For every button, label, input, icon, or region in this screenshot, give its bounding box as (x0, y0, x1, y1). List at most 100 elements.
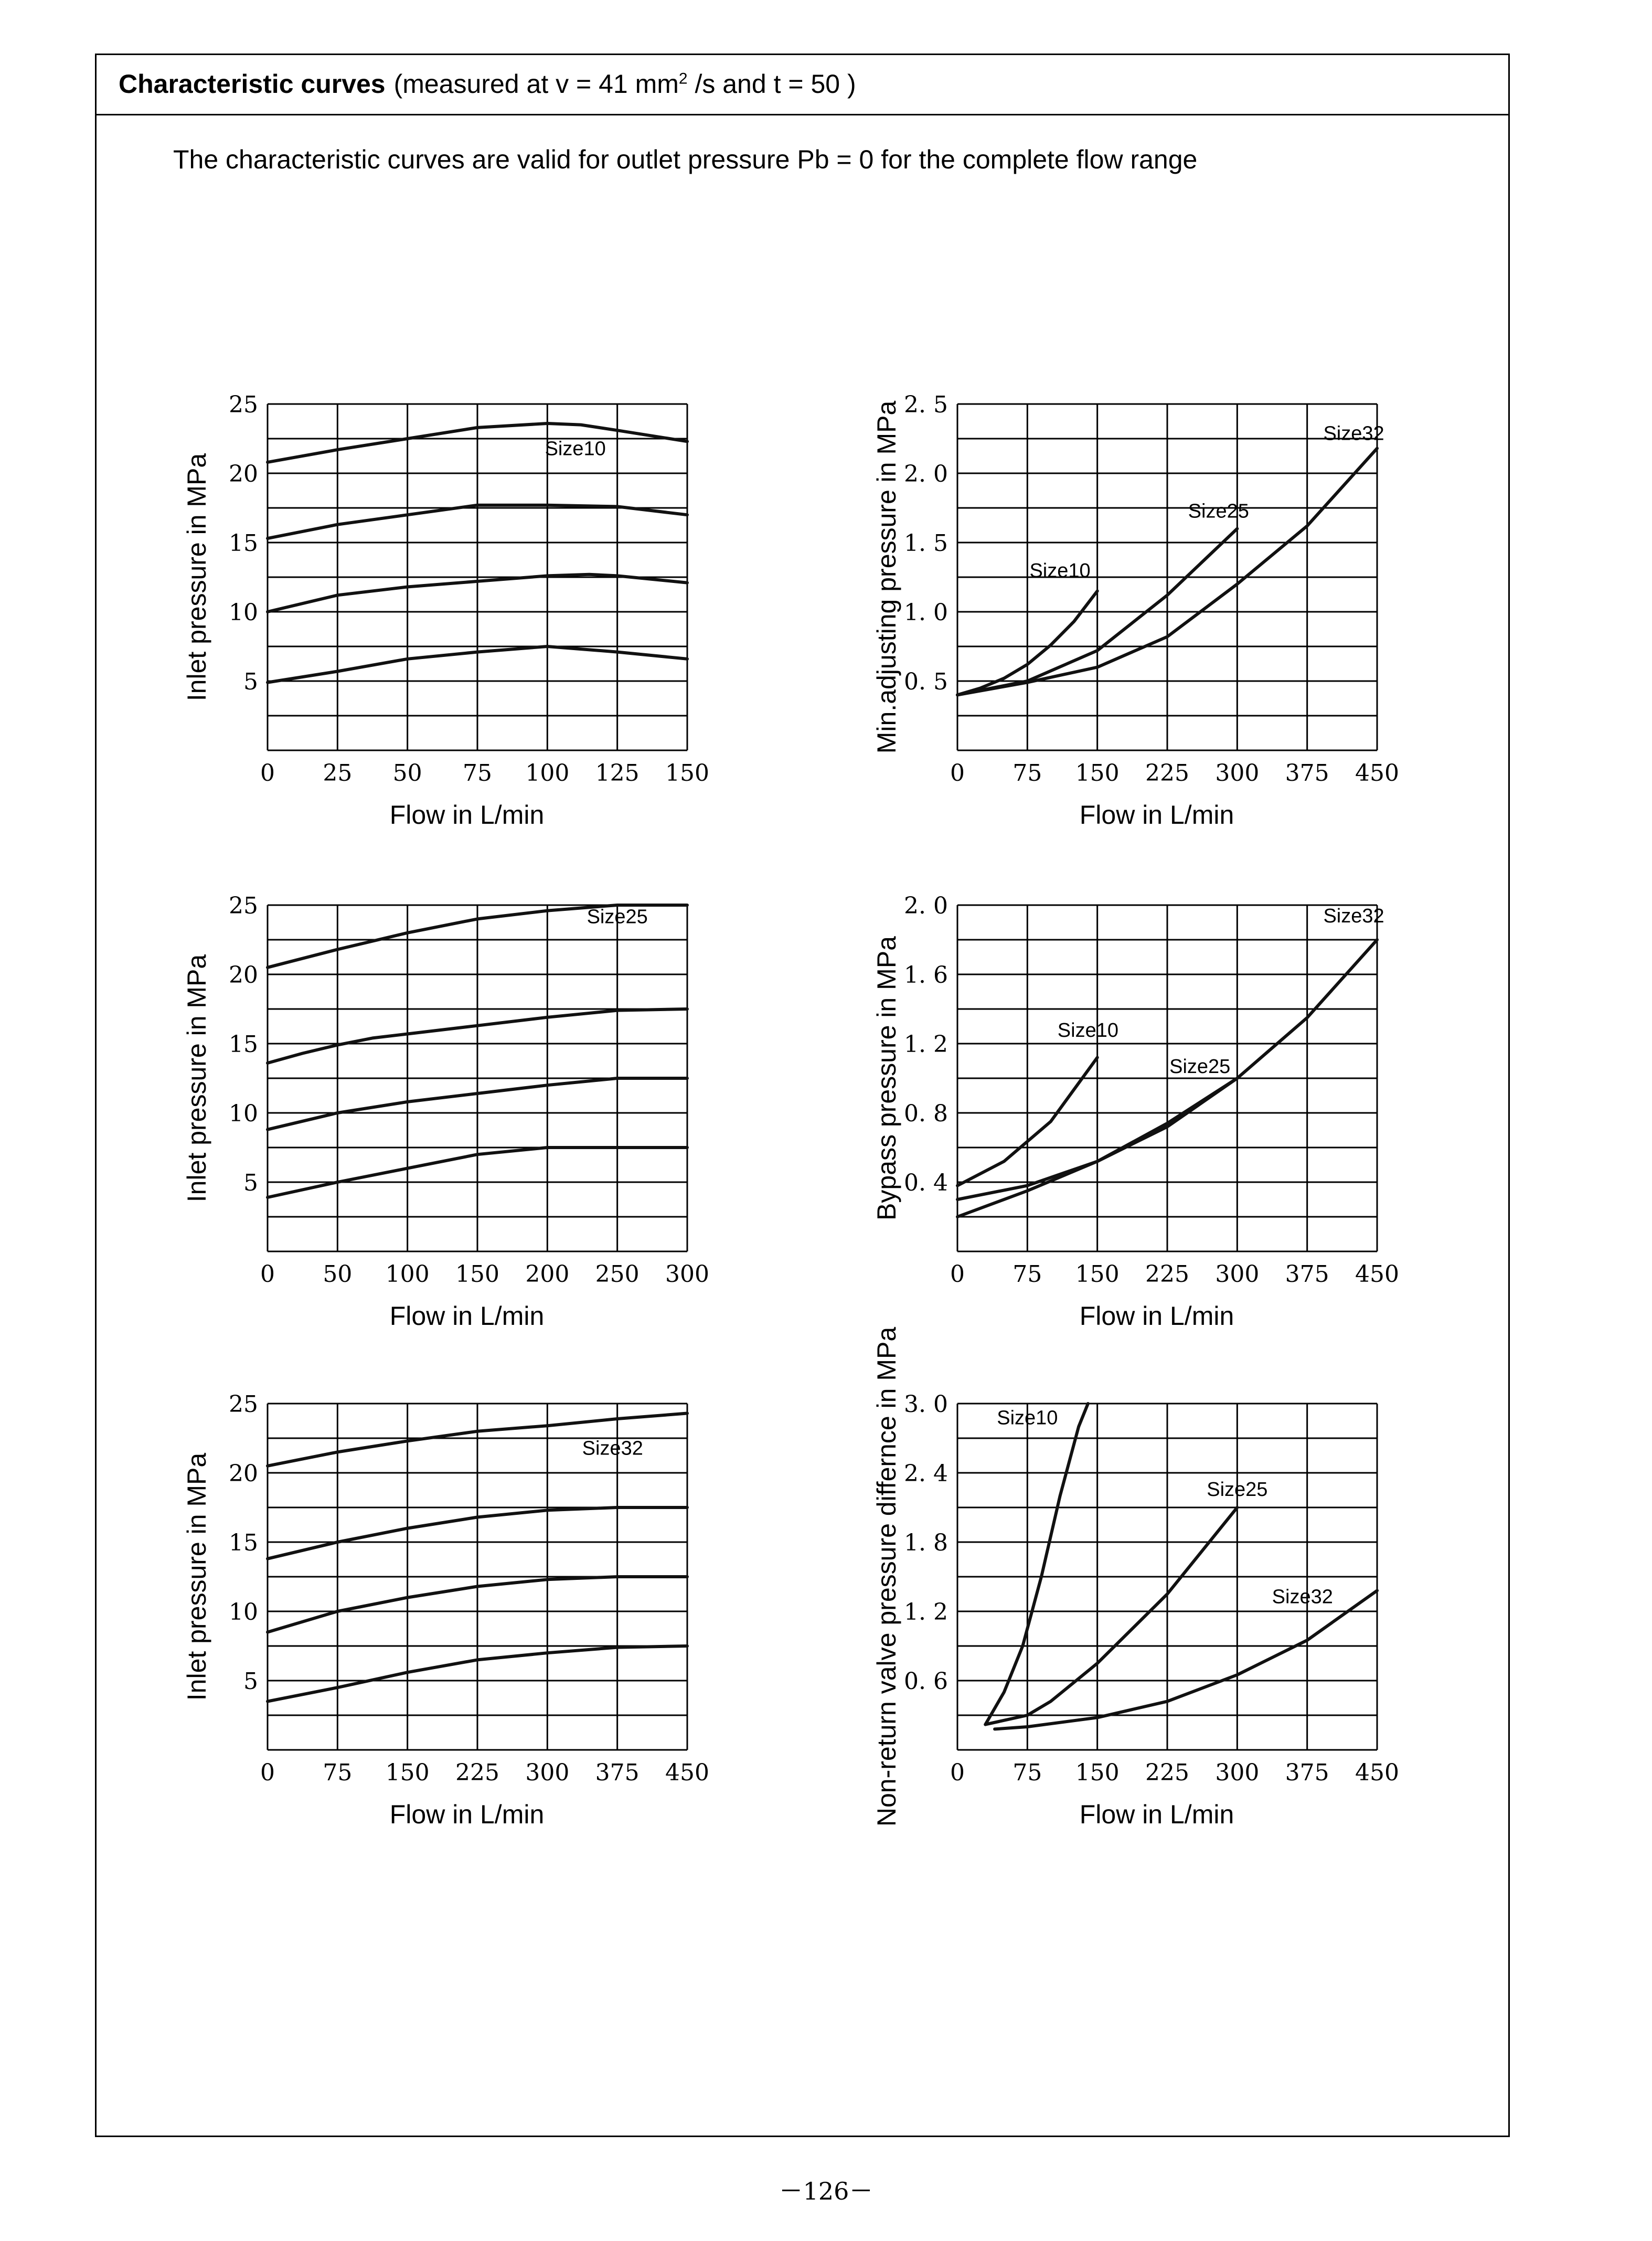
y-tick-label: 0. 4 (904, 1170, 948, 1196)
x-axis-label: Flow in L/min (1080, 1301, 1234, 1331)
chart-svg: 0 75 150 225 300 375 450 0. 5 1. 0 1. 5 2. 0 2. 5Mi… (872, 391, 1399, 830)
chart-inlet-pressure-size10: 0 25 50 75 100 125 150 5 10 15 20 25 Inlet pressure … (178, 388, 860, 881)
x-tick-label: 450 (1355, 1261, 1399, 1288)
y-tick-label: 5 (243, 1668, 258, 1695)
page-number: －126－ (779, 2177, 873, 2205)
y-tick-label: 2. 0 (904, 461, 948, 487)
series-line-curve-1 (266, 904, 689, 969)
x-tick-label: 75 (1012, 1759, 1042, 1786)
y-axis-label: Inlet pressure in MPa (182, 954, 211, 1203)
y-tick-label: 0. 6 (904, 1668, 948, 1695)
x-tick-label: 300 (665, 1261, 709, 1288)
series-line-curve-4 (266, 1644, 689, 1703)
y-axis-label: Inlet pressure in MPa (182, 453, 211, 702)
x-tick-label: 25 (323, 760, 352, 787)
chart-svg: 0 75 150 225 300 375 450 0. 4 0. 8 1. 2 1. 6 2. 0By… (872, 893, 1399, 1331)
chart-non-return-valve: 0 75 150 225 300 375 450 0. 6 1. 2 1. 8 2. 4 3. 0 No… (868, 1327, 1550, 1881)
series-line-size32 (956, 938, 1379, 1218)
x-tick-label: 375 (1285, 1759, 1329, 1786)
series-line-size10 (984, 1402, 1090, 1726)
series-line-curve-2 (266, 503, 689, 540)
y-tick-label: 15 (229, 530, 258, 557)
x-tick-label: 300 (1215, 760, 1259, 787)
y-tick-label: 1. 5 (904, 530, 948, 557)
x-tick-label: 150 (455, 1261, 499, 1288)
chart-svg: 0 75 150 225 300 375 450 5 10 15 20 25 Inlet pressur… (182, 1391, 709, 1829)
x-axis-label: Flow in L/min (1080, 1800, 1234, 1829)
series-line-size10 (956, 589, 1099, 697)
y-tick-label: 20 (229, 962, 258, 989)
y-tick-label: 1. 6 (904, 962, 948, 989)
x-tick-label: 50 (393, 760, 422, 787)
y-tick-label: 0. 8 (904, 1100, 948, 1127)
page-frame (95, 54, 1510, 2137)
x-tick-label: 150 (1075, 760, 1120, 787)
series-line-curve-3 (266, 1077, 689, 1131)
x-tick-label: 0 (950, 1261, 965, 1288)
series-annotation: Size32 (1272, 1586, 1333, 1608)
x-tick-label: 200 (525, 1261, 569, 1288)
series-annotation: Size10 (997, 1407, 1058, 1429)
chart-svg: 0 75 150 225 300 375 450 0. 6 1. 2 1. 8 2. 4 3. 0No… (872, 1327, 1399, 1829)
chart-svg: 0 25 50 75 100 125 150 5 10 15 20 25 Inlet pressure … (182, 391, 709, 830)
x-tick-label: 375 (1285, 760, 1329, 787)
x-tick-label: 225 (1145, 1759, 1189, 1786)
series-line-size32 (993, 1589, 1379, 1731)
x-tick-label: 75 (1012, 760, 1042, 787)
y-tick-label: 3. 0 (904, 1391, 948, 1418)
y-tick-label: 1. 8 (904, 1530, 948, 1556)
x-axis-label: Flow in L/min (390, 800, 545, 830)
y-tick-label: 20 (229, 461, 258, 487)
y-tick-label: 25 (229, 1391, 258, 1418)
y-tick-label: 10 (229, 1599, 258, 1626)
chart-inlet-pressure-size32: 0 75 150 225 300 375 450 5 10 15 20 25 Inlet pressur… (178, 1388, 860, 1881)
y-tick-label: 2. 4 (904, 1460, 948, 1487)
series-annotation: Size25 (1169, 1056, 1230, 1078)
x-tick-label: 0 (260, 1759, 275, 1786)
x-tick-label: 150 (386, 1759, 430, 1786)
series-line-curve-2 (266, 1007, 689, 1065)
chart-min-adjusting-pressure: 0 75 150 225 300 375 450 0. 5 1. 0 1. 5 2. 0 2. 5 Mi… (868, 388, 1550, 881)
x-tick-label: 450 (1355, 1759, 1399, 1786)
y-tick-label: 2. 5 (904, 391, 948, 418)
x-tick-label: 0 (950, 1759, 965, 1786)
y-tick-label: 1. 2 (904, 1031, 948, 1058)
y-tick-label: 10 (229, 1100, 258, 1127)
chart-bypass-pressure: 0 75 150 225 300 375 450 0. 4 0. 8 1. 2 1. 6 2. 0 By… (868, 889, 1550, 1383)
section-header: Characteristic curves (measured at v = 4… (95, 54, 1510, 115)
x-tick-label: 0 (260, 1261, 275, 1288)
series-line-curve-3 (266, 1575, 689, 1634)
series-annotation: Size10 (545, 438, 606, 460)
series-line-curve-4 (266, 645, 689, 684)
x-tick-label: 450 (665, 1759, 709, 1786)
series-line-curve-1 (266, 422, 689, 464)
x-tick-label: 150 (1075, 1261, 1120, 1288)
y-axis-label: Bypass pressure in MPa (872, 936, 901, 1220)
y-axis-label: Non-return valve pressure differnce in M… (872, 1327, 901, 1826)
y-tick-label: 15 (229, 1031, 258, 1058)
series-line-size32 (956, 447, 1379, 697)
x-tick-label: 300 (525, 1759, 569, 1786)
y-axis-label: Min.adjusting pressure in MPa (872, 401, 901, 754)
x-tick-label: 450 (1355, 760, 1399, 787)
x-tick-label: 75 (463, 760, 492, 787)
series-line-size25 (984, 1506, 1239, 1726)
series-annotation: Size25 (1207, 1479, 1267, 1501)
y-tick-label: 0. 5 (904, 668, 948, 695)
x-tick-label: 150 (665, 760, 709, 787)
x-tick-label: 225 (1145, 1261, 1189, 1288)
x-tick-label: 100 (525, 760, 569, 787)
y-axis-label: Inlet pressure in MPa (182, 1453, 211, 1701)
x-axis-label: Flow in L/min (390, 1800, 545, 1829)
chart-svg: 0 50 100 150 200 250 300 5 10 15 20 25 Inlet pressur… (182, 893, 709, 1331)
series-annotation: Size32 (582, 1438, 643, 1460)
chart-inlet-pressure-size25: 0 50 100 150 200 250 300 5 10 15 20 25 Inlet pressur… (178, 889, 860, 1383)
measurement-conditions: (measured at v = 41 mm2 /s and t = 50 ) (393, 69, 856, 99)
y-tick-label: 15 (229, 1530, 258, 1556)
subtitle-text: The characteristic curves are valid for … (173, 145, 1198, 174)
x-tick-label: 100 (386, 1261, 430, 1288)
series-line-curve-1 (266, 1411, 689, 1468)
series-line-size10 (956, 1056, 1099, 1187)
x-tick-label: 250 (595, 1261, 640, 1288)
series-line-curve-3 (266, 572, 689, 613)
